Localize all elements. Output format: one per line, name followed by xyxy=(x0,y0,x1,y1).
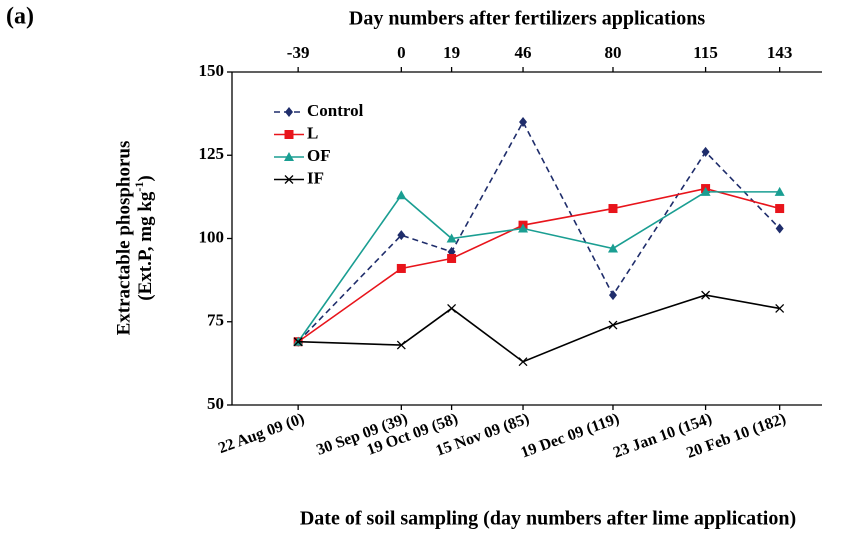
x-tick-label: 19 Dec 09 (119) xyxy=(519,410,622,461)
data-point xyxy=(518,357,528,367)
data-point xyxy=(608,320,618,330)
data-point xyxy=(774,186,785,196)
top-tick-label: 46 xyxy=(515,43,532,62)
y-label-part: (Ext.P, mg kg xyxy=(135,191,156,301)
y-axis-title-line: (Ext.P, mg kg-1) xyxy=(132,175,157,300)
data-point xyxy=(607,243,618,253)
legend-label: OF xyxy=(307,146,331,165)
y-tick-label: 50 xyxy=(207,394,224,413)
top-tick-label: 80 xyxy=(604,43,621,62)
series-line xyxy=(297,187,780,343)
data-point xyxy=(396,340,406,350)
y-axis-title-line: Extractable phosphorus xyxy=(113,141,134,336)
y-axis-title: Extractable phosphorus (Ext.P, mg kg-1) xyxy=(113,141,156,336)
top-tick-label: 143 xyxy=(767,43,793,62)
legend-marker xyxy=(284,175,294,184)
data-point xyxy=(700,186,711,196)
data-point xyxy=(608,290,617,301)
y-tick-label: 125 xyxy=(199,144,225,163)
top-axis-title: Day numbers after fertilizers applicatio… xyxy=(349,8,705,30)
y-tick-label: 100 xyxy=(199,227,225,246)
data-point xyxy=(608,204,618,214)
top-tick-label: 19 xyxy=(443,43,460,62)
data-point xyxy=(293,337,303,347)
data-point xyxy=(518,223,529,233)
legend-label: L xyxy=(307,123,318,142)
data-point xyxy=(397,230,406,241)
data-point xyxy=(519,116,528,127)
data-point xyxy=(447,303,457,313)
legend-label: Control xyxy=(307,101,364,120)
legend-marker xyxy=(285,107,293,117)
data-point xyxy=(396,263,406,273)
x-axis-title: Date of soil sampling (day numbers after… xyxy=(300,508,796,530)
series-line xyxy=(298,294,780,363)
legend-marker xyxy=(284,130,294,139)
data-point xyxy=(775,303,785,313)
top-tick-label: 0 xyxy=(397,43,406,62)
data-point xyxy=(775,223,784,234)
top-tick-label: -39 xyxy=(287,43,310,62)
panel-label: (a) xyxy=(6,4,34,30)
legend-marker xyxy=(284,152,294,161)
y-tick-label: 75 xyxy=(207,311,224,330)
data-point xyxy=(775,204,785,214)
legend-label: IF xyxy=(307,168,324,187)
data-point xyxy=(447,253,457,263)
top-tick-label: 115 xyxy=(693,43,718,62)
data-point xyxy=(701,290,711,300)
data-point xyxy=(396,190,407,200)
y-tick-label: 150 xyxy=(199,61,225,80)
y-label-sup: -1 xyxy=(132,182,146,192)
data-point xyxy=(701,146,710,157)
y-label-part: ) xyxy=(135,175,156,181)
x-tick-label: 22 Aug 09 (0) xyxy=(216,410,307,457)
data-point xyxy=(446,233,457,243)
